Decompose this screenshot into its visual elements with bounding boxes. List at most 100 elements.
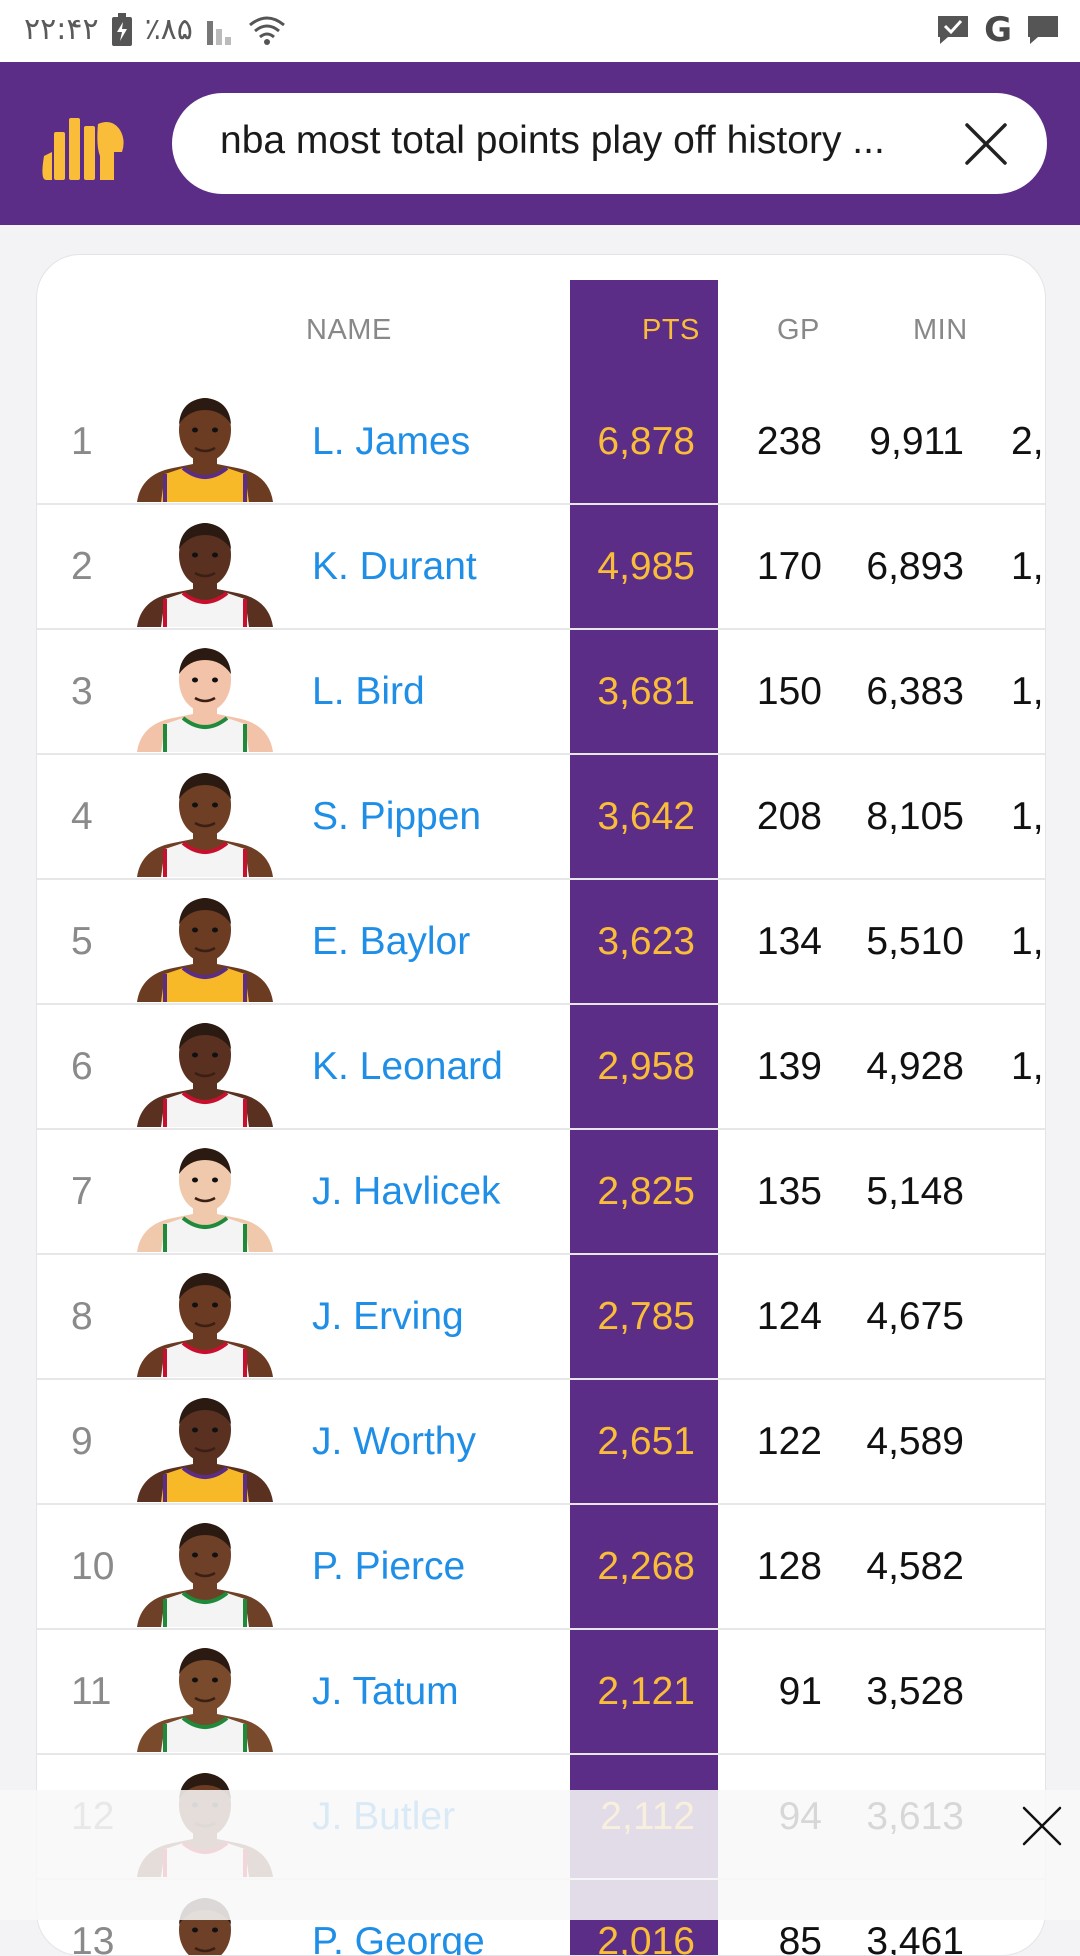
min-value: 4,928: [866, 1045, 964, 1088]
gp-value: 122: [756, 1420, 822, 1463]
column-header-pts[interactable]: PTS: [642, 314, 700, 346]
google-icon: G: [984, 10, 1012, 50]
signal-icon: [206, 20, 231, 45]
player-avatar: [137, 648, 273, 752]
pts-value: 4,985: [597, 545, 695, 588]
table-row[interactable]: 6 K. Leonard 2,958 139 4,928 1,: [37, 1005, 1045, 1130]
pts-value: 2,785: [597, 1295, 695, 1338]
player-avatar: [137, 1148, 273, 1252]
player-name-link[interactable]: J. Tatum: [312, 1670, 459, 1713]
gp-value: 150: [756, 670, 822, 713]
player-name-link[interactable]: E. Baylor: [312, 920, 471, 963]
table-row[interactable]: 5 E. Baylor 3,623 134 5,510 1,: [37, 880, 1045, 1005]
table-row[interactable]: 1 L. James 6,878 238 9,911 2,: [37, 380, 1045, 505]
pts-value: 3,681: [597, 670, 695, 713]
gp-value: 238: [756, 420, 822, 463]
gp-value: 170: [756, 545, 822, 588]
player-name-link[interactable]: K. Durant: [312, 545, 477, 588]
player-name-link[interactable]: L. James: [312, 420, 471, 463]
player-name-link[interactable]: P. Pierce: [312, 1545, 466, 1588]
player-name-link[interactable]: S. Pippen: [312, 795, 482, 838]
table-row[interactable]: 9 J. Worthy 2,651 122 4,589: [37, 1380, 1045, 1505]
player-name-link[interactable]: J. Worthy: [312, 1420, 476, 1463]
min-value: 8,105: [866, 795, 964, 838]
close-icon[interactable]: [963, 121, 1009, 167]
gp-value: 85: [778, 1920, 822, 1956]
table-row[interactable]: 8 J. Erving 2,785 124 4,675: [37, 1255, 1045, 1380]
rank: 13: [71, 1920, 115, 1956]
battery-percent: ٪۸۵: [144, 12, 193, 47]
results-card: NAME PTS GP MIN 1 L. James 6,878 238 9,9…: [36, 254, 1046, 1956]
rank: 3: [71, 670, 93, 713]
table-row[interactable]: 2 K. Durant 4,985 170 6,893 1,: [37, 505, 1045, 630]
player-avatar: [137, 1273, 273, 1377]
pts-value: 2,651: [597, 1420, 695, 1463]
battery-icon: [111, 12, 132, 46]
player-avatar: [137, 1648, 273, 1752]
min-value: 6,383: [866, 670, 964, 713]
rank: 2: [71, 545, 93, 588]
extra-column-value: 2,: [1011, 420, 1044, 463]
player-name-link[interactable]: K. Leonard: [312, 1045, 503, 1088]
extra-column-value: 1,: [1011, 670, 1044, 713]
statmuse-logo[interactable]: [40, 116, 130, 182]
player-name-link[interactable]: P. George: [312, 1920, 485, 1956]
search-query-text[interactable]: nba most total points play off history .…: [220, 119, 885, 162]
extra-column-value: 1,: [1011, 545, 1044, 588]
rank: 1: [71, 420, 93, 463]
status-left: ۲۲:۴۲ ٪۸۵: [24, 12, 287, 47]
player-avatar: [137, 1398, 273, 1502]
min-value: 4,589: [866, 1420, 964, 1463]
player-avatar: [137, 1023, 273, 1127]
player-avatar: [137, 773, 273, 877]
table-row[interactable]: 11 J. Tatum 2,121 91 3,528: [37, 1630, 1045, 1755]
player-name-link[interactable]: J. Erving: [312, 1295, 464, 1338]
rank: 8: [71, 1295, 93, 1338]
pts-column-highlight: [570, 280, 718, 1955]
pts-value: 2,958: [597, 1045, 695, 1088]
min-value: 4,675: [866, 1295, 964, 1338]
rank: 11: [71, 1670, 112, 1713]
column-header-gp[interactable]: GP: [777, 314, 820, 346]
pts-value: 2,268: [597, 1545, 695, 1588]
table-row[interactable]: 4 S. Pippen 3,642 208 8,105 1,: [37, 755, 1045, 880]
column-header-name[interactable]: NAME: [306, 314, 392, 346]
extra-column-value: 1,: [1011, 1045, 1044, 1088]
gp-value: 139: [756, 1045, 822, 1088]
table-row[interactable]: 7 J. Havlicek 2,825 135 5,148: [37, 1130, 1045, 1255]
rank: 7: [71, 1170, 93, 1213]
status-time: ۲۲:۴۲: [24, 12, 99, 47]
table-header: NAME PTS GP MIN: [37, 280, 1045, 380]
extra-column-value: 1,: [1011, 795, 1044, 838]
gp-value: 208: [756, 795, 822, 838]
min-value: 9,911: [869, 420, 964, 463]
min-value: 5,510: [866, 920, 964, 963]
rank: 4: [71, 795, 93, 838]
player-avatar: [137, 523, 273, 627]
rank: 9: [71, 1420, 93, 1463]
table-row[interactable]: 10 P. Pierce 2,268 128 4,582: [37, 1505, 1045, 1630]
min-value: 3,461: [866, 1920, 964, 1956]
rank: 10: [71, 1545, 115, 1588]
close-icon[interactable]: [1020, 1804, 1064, 1848]
pts-value: 3,623: [597, 920, 695, 963]
gp-value: 128: [756, 1545, 822, 1588]
gp-value: 135: [756, 1170, 822, 1213]
search-box[interactable]: nba most total points play off history .…: [172, 93, 1047, 194]
rank: 6: [71, 1045, 93, 1088]
player-name-link[interactable]: J. Havlicek: [312, 1170, 501, 1213]
player-name-link[interactable]: L. Bird: [312, 670, 425, 713]
column-header-min[interactable]: MIN: [913, 314, 968, 346]
rank: 5: [71, 920, 93, 963]
pts-value: 2,825: [597, 1170, 695, 1213]
min-value: 5,148: [866, 1170, 964, 1213]
pts-value: 2,016: [597, 1920, 695, 1956]
gp-value: 134: [756, 920, 822, 963]
message-check-icon: [938, 16, 969, 44]
player-avatar: [137, 898, 273, 1002]
pts-value: 2,121: [597, 1670, 695, 1713]
pts-value: 3,642: [597, 795, 695, 838]
min-value: 6,893: [866, 545, 964, 588]
table-row[interactable]: 3 L. Bird 3,681 150 6,383 1,: [37, 630, 1045, 755]
extra-column-value: 1,: [1011, 920, 1044, 963]
